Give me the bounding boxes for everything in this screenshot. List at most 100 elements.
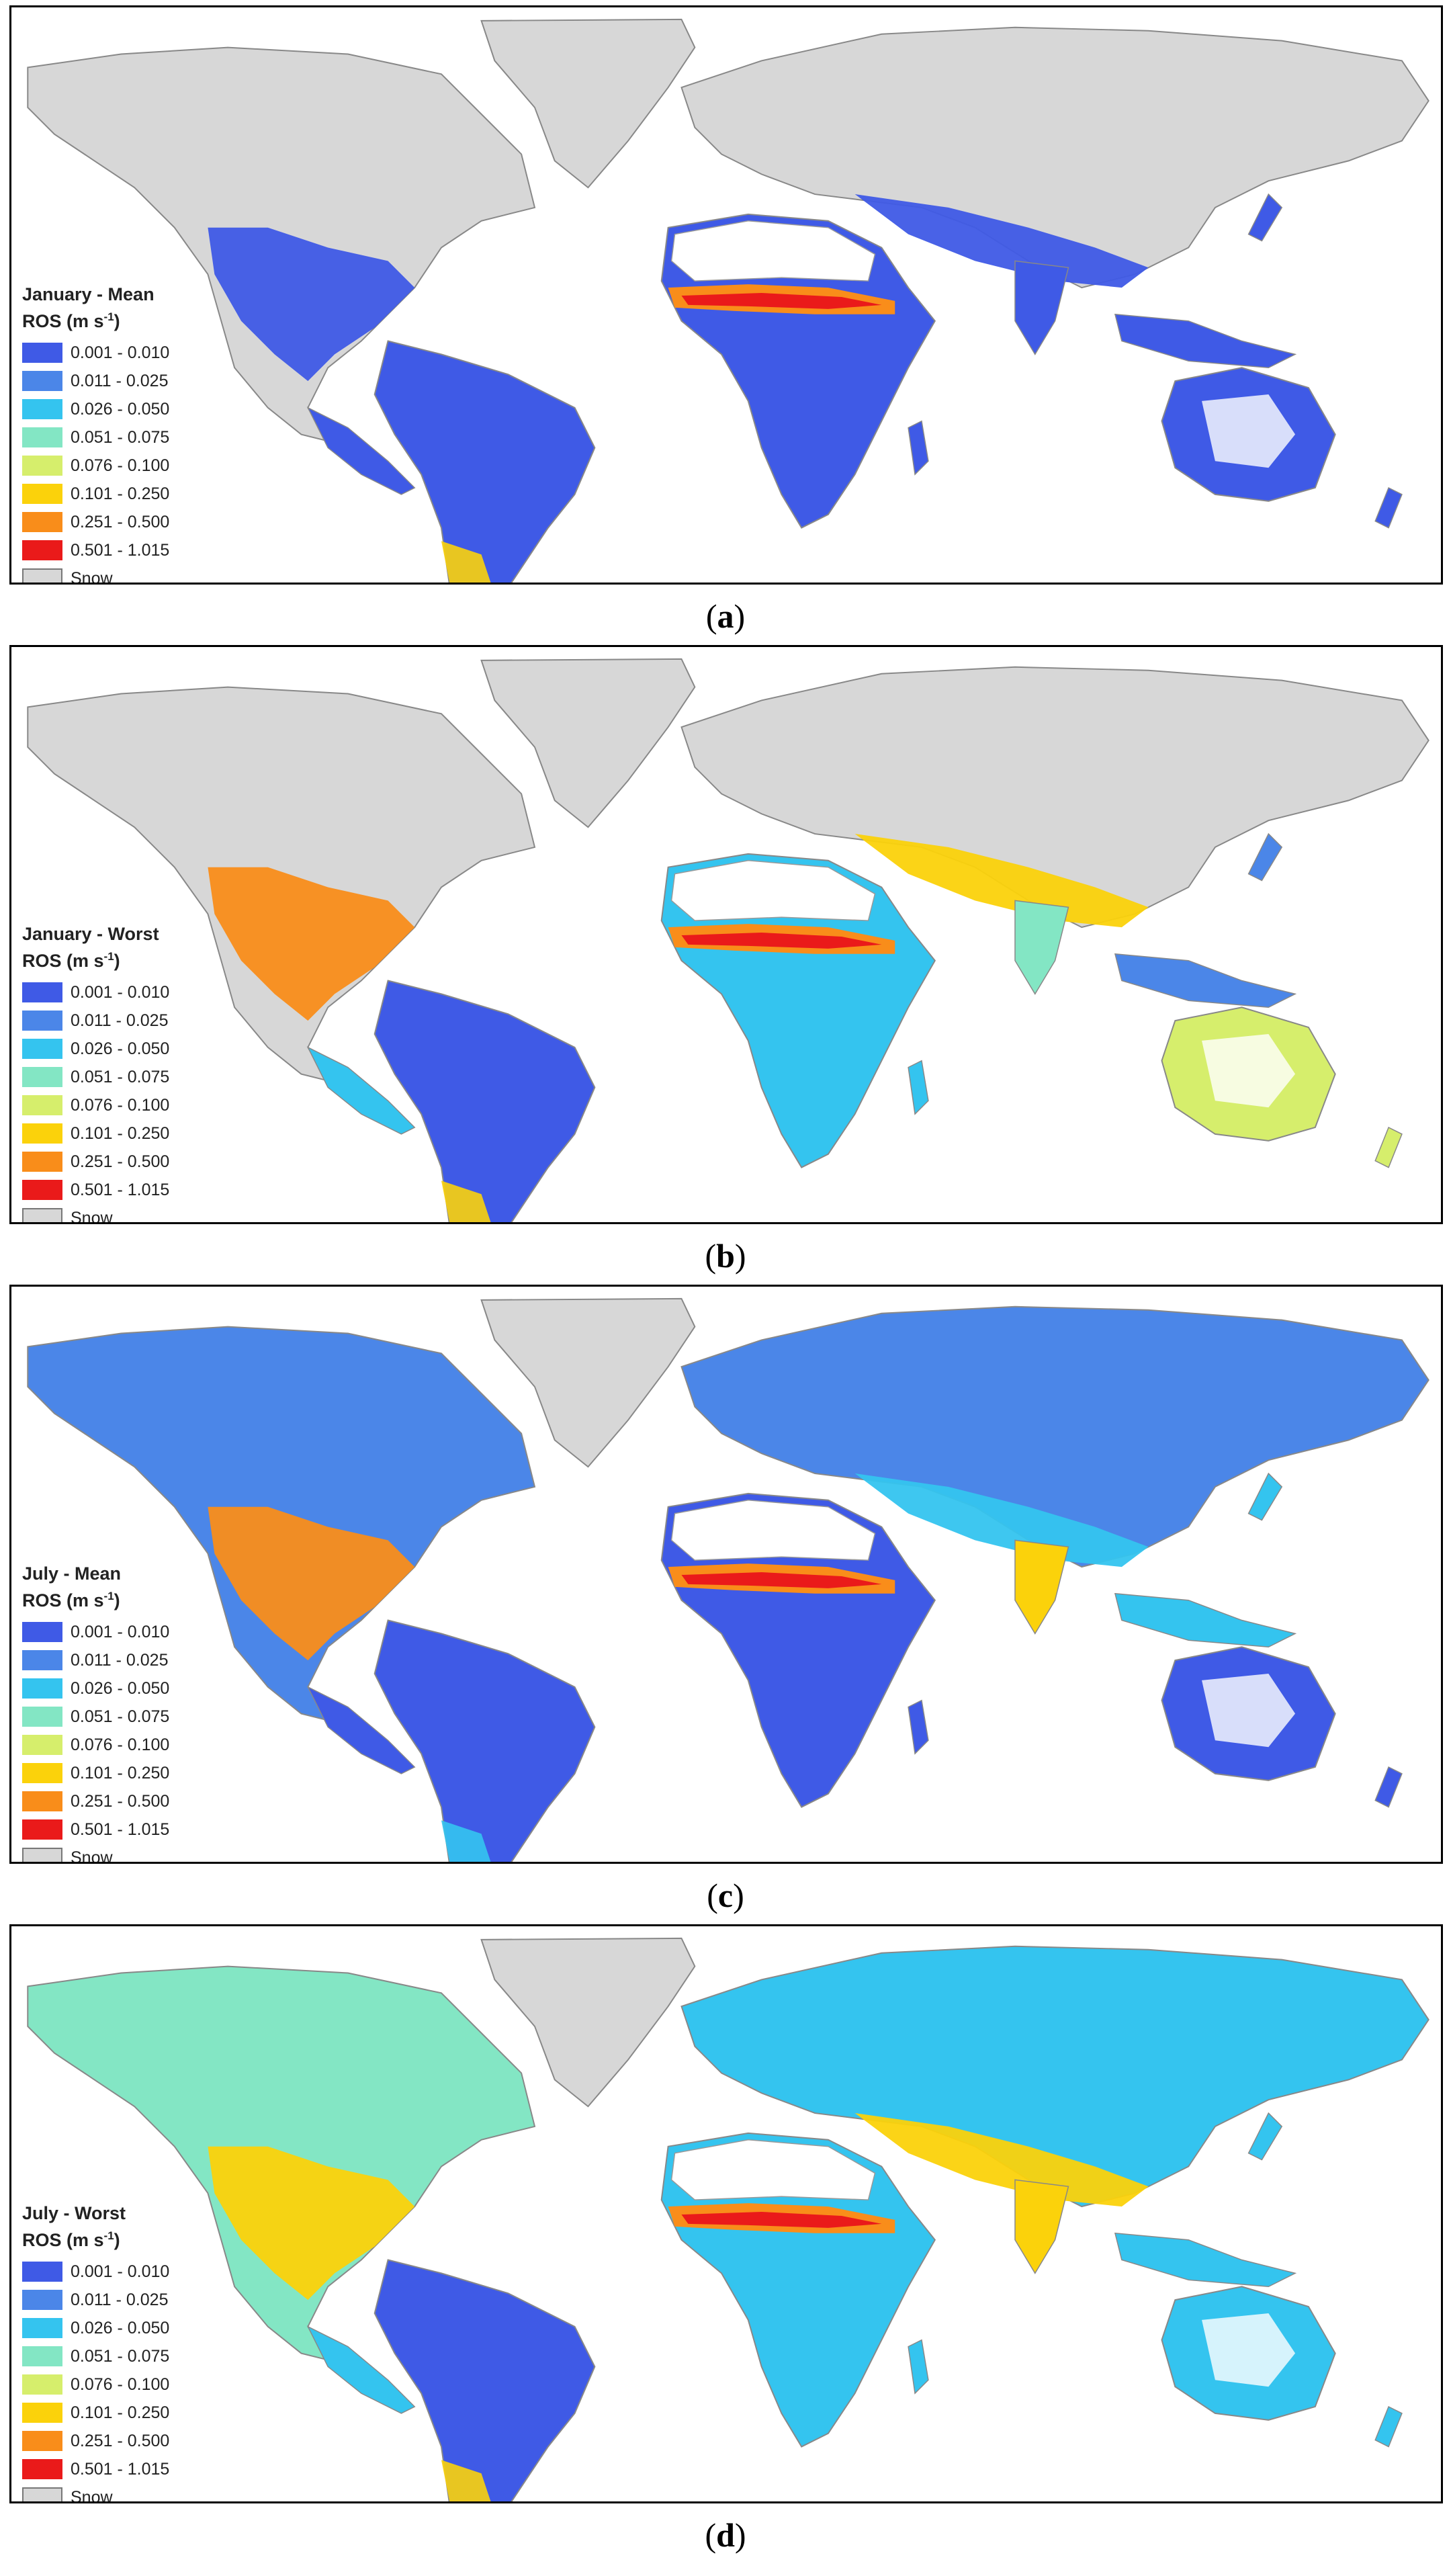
legend-swatch [22,2374,62,2395]
legend-label: 0.026 - 0.050 [71,1039,170,1058]
map-panel-january-mean: January - Mean ROS (m s-1) 0.001 - 0.010… [9,5,1443,585]
legend-swatch [22,343,62,363]
legend-swatch [22,1067,62,1087]
legend-swatch [22,2487,62,2501]
legend-label: 0.051 - 0.075 [71,2346,170,2366]
legend-item: 0.501 - 1.015 [22,1817,244,1842]
legend-label: 0.001 - 0.010 [71,343,170,362]
legend-swatch [22,512,62,532]
legend-label: Snow [71,1848,113,1864]
panel-caption: (d) [705,2516,746,2554]
legend-item: 0.101 - 0.250 [22,2401,244,2425]
legend-item: 0.001 - 0.010 [22,1620,244,1644]
legend-label: 0.001 - 0.010 [71,1622,170,1641]
legend-item: 0.026 - 0.050 [22,1676,244,1701]
legend-swatch [22,982,62,1002]
legend-item: Snow [22,1206,244,1224]
legend-swatch [22,399,62,419]
legend-item: 0.026 - 0.050 [22,1037,244,1061]
legend-label: 0.026 - 0.050 [71,1678,170,1698]
legend-label: 0.101 - 0.250 [71,1123,170,1143]
map-legend: July - Worst ROS (m s-1) 0.001 - 0.010 0.… [22,2202,244,2503]
legend-label: 0.051 - 0.075 [71,1707,170,1726]
legend-swatch [22,1735,62,1755]
legend-label: Snow [71,1208,113,1224]
legend-swatch [22,1180,62,1200]
legend-item: 0.501 - 1.015 [22,538,244,562]
legend-item: 0.001 - 0.010 [22,341,244,365]
legend-swatch [22,456,62,476]
legend-swatch [22,568,62,583]
map-panel-january-worst: January - Worst ROS (m s-1) 0.001 - 0.01… [9,645,1443,1224]
legend-label: Snow [71,2487,113,2503]
legend-label: 0.101 - 0.250 [71,484,170,503]
legend-item: 0.051 - 0.075 [22,2344,244,2368]
legend-item: 0.011 - 0.025 [22,1648,244,1672]
legend-label: 0.026 - 0.050 [71,399,170,419]
legend-label: Snow [71,568,113,585]
legend-swatch [22,1650,62,1670]
legend-swatch [22,2431,62,2451]
legend-swatch [22,2346,62,2366]
legend-title: July - Mean ROS (m s-1) [22,1563,122,1611]
legend-label: 0.011 - 0.025 [71,371,169,390]
legend-label: 0.251 - 0.500 [71,1791,170,1811]
legend-item: 0.001 - 0.010 [22,980,244,1004]
legend-swatch [22,2290,62,2310]
legend-item: 0.011 - 0.025 [22,2288,244,2312]
legend-swatch [22,371,62,391]
legend-label: 0.011 - 0.025 [71,2290,169,2309]
legend-item: 0.011 - 0.025 [22,1008,244,1033]
legend-label: 0.051 - 0.075 [71,1067,170,1086]
legend-title: July - Worst ROS (m s-1) [22,2203,126,2250]
legend-item: 0.011 - 0.025 [22,369,244,393]
legend-swatch [22,2318,62,2338]
legend-swatch [22,1819,62,1840]
legend-label: 0.001 - 0.010 [71,982,170,1002]
legend-item: 0.251 - 0.500 [22,2429,244,2453]
legend-swatch [22,1152,62,1172]
legend-label: 0.251 - 0.500 [71,1152,170,1171]
map-legend: January - Mean ROS (m s-1) 0.001 - 0.010… [22,283,244,585]
legend-swatch [22,1622,62,1642]
legend-item: 0.251 - 0.500 [22,510,244,534]
legend-label: 0.076 - 0.100 [71,1095,170,1115]
legend-label: 0.076 - 0.100 [71,456,170,475]
legend-label: 0.051 - 0.075 [71,427,170,447]
legend-label: 0.101 - 0.250 [71,2403,170,2422]
legend-label: 0.501 - 1.015 [71,2459,170,2479]
legend-item: 0.501 - 1.015 [22,1178,244,1202]
legend-swatch [22,540,62,560]
legend-swatch [22,427,62,447]
legend-item: 0.026 - 0.050 [22,2316,244,2340]
legend-item: 0.001 - 0.010 [22,2260,244,2284]
legend-item: 0.076 - 0.100 [22,1733,244,1757]
legend-item: Snow [22,566,244,585]
legend-swatch [22,1707,62,1727]
legend-swatch [22,1011,62,1031]
legend-label: 0.011 - 0.025 [71,1650,169,1670]
legend-swatch [22,1763,62,1783]
legend-item: 0.051 - 0.075 [22,1065,244,1089]
legend-item: 0.051 - 0.075 [22,1705,244,1729]
legend-label: 0.501 - 1.015 [71,1180,170,1199]
legend-label: 0.026 - 0.050 [71,2318,170,2337]
legend-label: 0.076 - 0.100 [71,2374,170,2394]
legend-label: 0.501 - 1.015 [71,540,170,560]
legend-swatch [22,1095,62,1115]
map-legend: January - Worst ROS (m s-1) 0.001 - 0.01… [22,922,244,1224]
legend-swatch [22,2403,62,2423]
legend-item: 0.251 - 0.500 [22,1789,244,1813]
legend-swatch [22,2262,62,2282]
panel-caption: (b) [705,1237,746,1275]
panel-caption: (c) [707,1877,744,1914]
map-panel-july-mean: July - Mean ROS (m s-1) 0.001 - 0.010 0.0… [9,1285,1443,1864]
legend-item: 0.251 - 0.500 [22,1150,244,1174]
legend-swatch [22,1848,62,1862]
legend-label: 0.011 - 0.025 [71,1011,169,1030]
legend-item: 0.101 - 0.250 [22,482,244,506]
legend-label: 0.251 - 0.500 [71,512,170,531]
legend-label: 0.251 - 0.500 [71,2431,170,2450]
legend-swatch [22,1039,62,1059]
legend-item: 0.026 - 0.050 [22,397,244,421]
